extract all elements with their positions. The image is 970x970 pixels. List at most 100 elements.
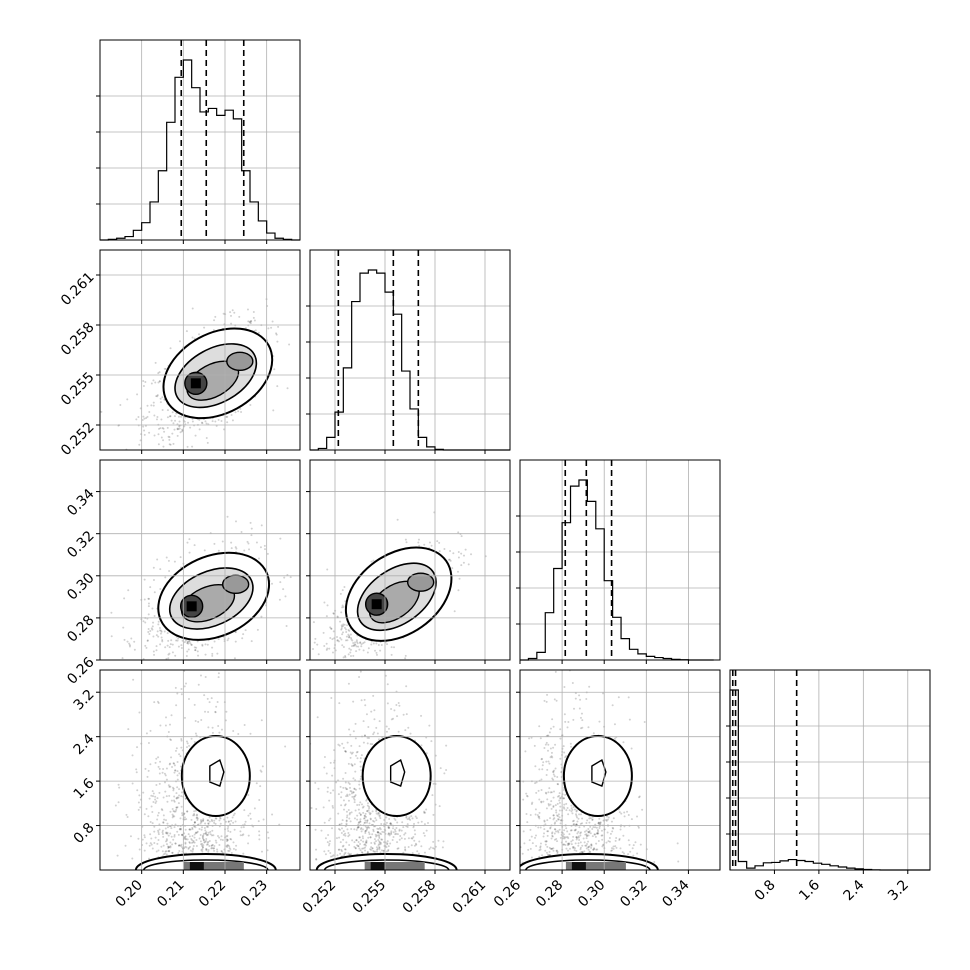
scatter-point bbox=[392, 831, 395, 834]
scatter-point bbox=[326, 841, 329, 844]
scatter-point bbox=[568, 833, 571, 836]
scatter-point bbox=[162, 454, 164, 456]
scatter-point bbox=[171, 851, 174, 854]
scatter-point bbox=[331, 774, 334, 777]
scatter-point bbox=[153, 434, 156, 437]
scatter-point bbox=[375, 846, 378, 849]
scatter-point bbox=[227, 820, 230, 823]
scatter-point bbox=[297, 646, 299, 648]
scatter-point bbox=[356, 844, 359, 847]
scatter-point bbox=[562, 788, 565, 791]
scatter-point bbox=[212, 847, 215, 850]
scatter-point bbox=[359, 828, 362, 831]
scatter-point bbox=[144, 644, 147, 647]
scatter-point bbox=[175, 808, 178, 811]
scatter-point bbox=[155, 418, 158, 421]
scatter-point bbox=[362, 741, 365, 744]
scatter-point bbox=[220, 420, 223, 423]
scatter-point bbox=[339, 620, 342, 623]
scatter-point bbox=[231, 309, 234, 312]
scatter-point bbox=[160, 699, 162, 701]
scatter-point bbox=[396, 715, 399, 718]
scatter-point bbox=[380, 643, 383, 646]
scatter-point bbox=[286, 387, 289, 390]
scatter-point bbox=[359, 820, 362, 823]
scatter-point bbox=[129, 835, 132, 838]
scatter-point bbox=[197, 654, 200, 657]
scatter-point bbox=[171, 808, 174, 811]
scatter-point bbox=[501, 862, 503, 864]
scatter-point bbox=[365, 713, 368, 716]
scatter-point bbox=[206, 843, 209, 846]
scatter-point bbox=[185, 654, 188, 657]
scatter-point bbox=[183, 818, 186, 821]
scatter-point bbox=[571, 682, 574, 685]
scatter-point bbox=[157, 372, 160, 375]
scatter-point bbox=[566, 806, 569, 809]
scatter-point bbox=[566, 849, 569, 852]
scatter-point bbox=[447, 558, 450, 561]
scatter-point bbox=[143, 433, 146, 436]
scatter-point bbox=[366, 810, 369, 813]
scatter-point bbox=[359, 777, 362, 780]
scatter-point bbox=[147, 628, 150, 631]
scatter-point bbox=[148, 597, 151, 600]
scatter-point bbox=[208, 845, 211, 848]
scatter-point bbox=[201, 835, 204, 838]
scatter-point bbox=[353, 828, 356, 831]
scatter-point bbox=[370, 842, 373, 845]
scatter-point bbox=[187, 648, 190, 651]
scatter-point bbox=[199, 822, 202, 825]
scatter-point bbox=[397, 702, 400, 705]
scatter-point bbox=[598, 720, 601, 723]
scatter-point bbox=[377, 813, 380, 816]
scatter-point bbox=[403, 837, 406, 840]
scatter-point bbox=[186, 640, 189, 643]
scatter-point bbox=[160, 636, 163, 639]
scatter-point bbox=[197, 720, 200, 723]
scatter-point bbox=[270, 326, 273, 329]
scatter-point bbox=[195, 814, 198, 817]
scatter-point bbox=[353, 801, 356, 804]
scatter-point bbox=[170, 835, 173, 838]
scatter-point bbox=[377, 643, 380, 646]
scatter-point bbox=[395, 826, 398, 829]
scatter-point bbox=[422, 832, 425, 835]
scatter-point bbox=[312, 647, 315, 650]
scatter-point bbox=[176, 796, 179, 799]
scatter-point bbox=[248, 548, 251, 551]
scatter-point bbox=[402, 713, 405, 716]
scatter-point bbox=[413, 822, 416, 825]
scatter-point bbox=[177, 637, 180, 640]
scatter-point bbox=[531, 842, 534, 845]
scatter-point bbox=[323, 850, 326, 853]
scatter-point bbox=[392, 827, 395, 830]
scatter-point bbox=[158, 661, 160, 663]
scatter-point bbox=[169, 762, 172, 765]
scatter-point bbox=[242, 852, 245, 855]
scatter-point bbox=[210, 844, 213, 847]
scatter-point bbox=[149, 821, 152, 824]
scatter-point bbox=[358, 836, 361, 839]
scatter-point bbox=[369, 813, 372, 816]
contour bbox=[209, 758, 225, 787]
scatter-point bbox=[159, 760, 162, 763]
scatter-point bbox=[177, 645, 180, 648]
scatter-point bbox=[614, 845, 617, 848]
scatter-point bbox=[206, 819, 209, 822]
scatter-point bbox=[374, 649, 377, 652]
scatter-point bbox=[523, 842, 526, 845]
scatter-point bbox=[535, 845, 538, 848]
scatter-point bbox=[222, 312, 225, 315]
scatter-point bbox=[154, 677, 156, 679]
scatter-point bbox=[183, 836, 186, 839]
scatter-point bbox=[375, 835, 378, 838]
scatter-point bbox=[590, 843, 593, 846]
scatter-point bbox=[196, 819, 199, 822]
scatter-point bbox=[344, 832, 347, 835]
scatter-point bbox=[634, 841, 637, 844]
scatter-point bbox=[167, 559, 170, 562]
scatter-point bbox=[436, 540, 439, 543]
scatter-point bbox=[357, 841, 360, 844]
scatter-point bbox=[172, 789, 175, 792]
